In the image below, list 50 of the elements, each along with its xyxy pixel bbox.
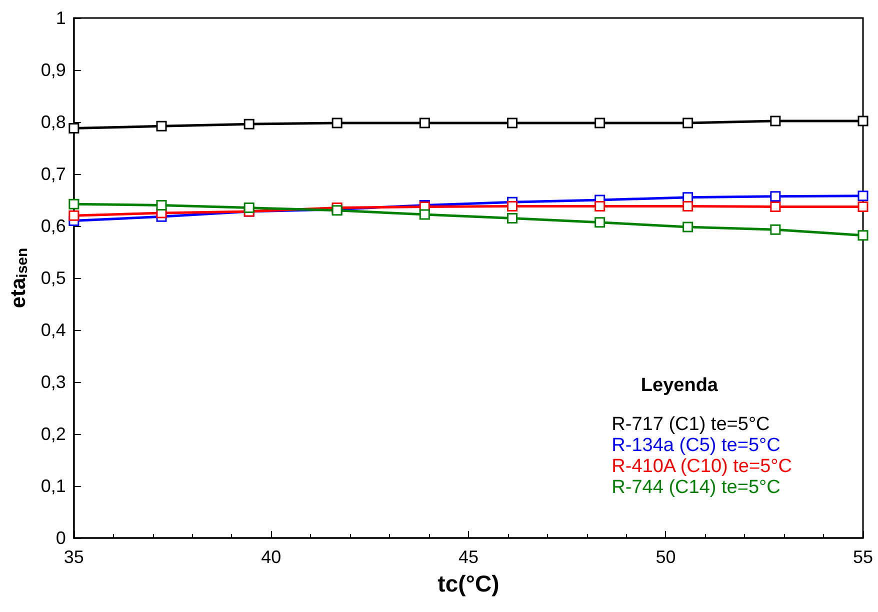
point	[244, 118, 254, 130]
point	[244, 202, 254, 214]
point	[68, 198, 80, 210]
text: R-744 (C14) te=5°C	[612, 477, 780, 498]
y-axis-title: etaisen	[7, 248, 31, 308]
y-tick-label: 1	[56, 8, 66, 28]
y-tick-label: 0,9	[40, 60, 66, 80]
text: R-410A (C10) te=5°C	[612, 456, 792, 477]
y-tick-label: 0,2	[40, 424, 66, 444]
point	[68, 122, 80, 134]
point	[507, 212, 518, 224]
x-tick-label: 45	[458, 547, 478, 567]
x-axis-title: tc(°C)	[438, 570, 500, 596]
y-tick-label: 0,6	[40, 216, 66, 236]
point	[332, 118, 342, 128]
point	[770, 224, 781, 235]
point	[770, 116, 781, 126]
point	[682, 222, 694, 232]
point	[507, 200, 518, 212]
point	[858, 190, 868, 202]
y-tick-label: 0,8	[40, 112, 66, 132]
point	[507, 118, 518, 128]
point	[594, 118, 606, 128]
y-tick-label: 0,4	[40, 320, 66, 340]
y-tick-label: 0,5	[40, 268, 66, 288]
point	[858, 230, 868, 241]
x-tick-label: 55	[852, 547, 874, 567]
point	[682, 118, 694, 128]
point	[594, 200, 606, 212]
x-tick-label: 35	[64, 547, 84, 567]
point	[419, 118, 430, 128]
point	[419, 209, 430, 220]
point	[770, 202, 781, 212]
y-tick-label: 0	[56, 528, 66, 548]
text: R-717 (C1) te=5°C	[612, 414, 770, 435]
point	[858, 202, 868, 212]
text: R-134a (C5) te=5°C	[612, 435, 780, 456]
point	[156, 120, 167, 132]
point	[156, 200, 167, 210]
y-tick-label: 0,7	[40, 164, 66, 184]
x-tick-label: 50	[656, 547, 676, 567]
point	[682, 200, 694, 212]
point	[858, 116, 868, 126]
point	[68, 210, 80, 221]
y-tick-label: 0,3	[40, 372, 66, 392]
point	[770, 191, 781, 202]
legend-title: Leyenda	[640, 375, 718, 396]
point	[594, 217, 606, 228]
x-tick-label: 40	[261, 547, 282, 567]
y-tick-label: 0,1	[40, 476, 66, 496]
